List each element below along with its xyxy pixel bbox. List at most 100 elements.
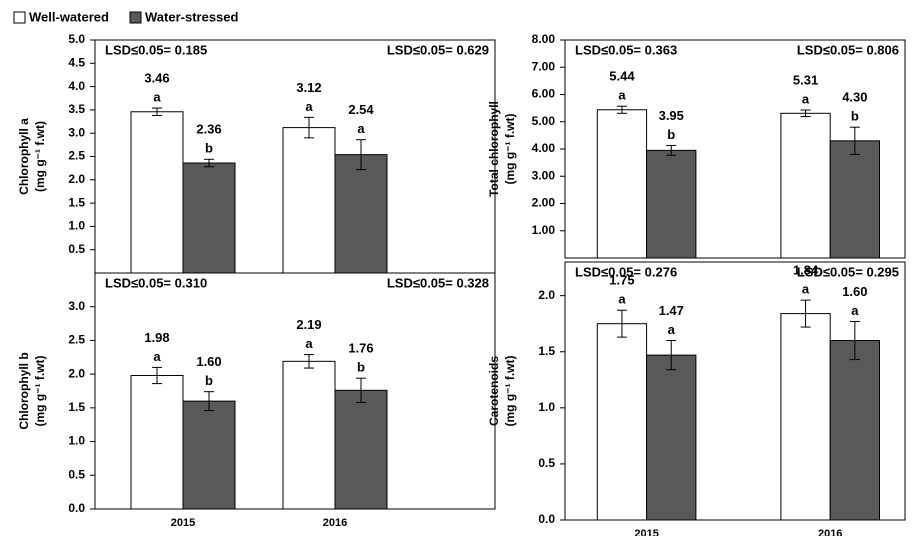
y-tick-label: 1.5: [538, 344, 555, 358]
x-tick-label: 2015: [634, 528, 658, 536]
y-tick-label: 1.5: [68, 195, 85, 209]
y-tick-label: 1.5: [68, 400, 85, 414]
lsd-annotation: LSD≤0.05= 0.185: [105, 42, 207, 57]
significance-letter: b: [205, 141, 213, 156]
data-label: 1.60: [196, 354, 221, 369]
significance-letter: a: [305, 99, 313, 114]
significance-letter: b: [357, 360, 365, 375]
data-label: 3.12: [296, 80, 321, 95]
bar: [182, 400, 236, 510]
data-label: 5.44: [609, 69, 635, 84]
y-tick-label: 1.00: [532, 223, 556, 237]
y-axis-label-line: Chlorophyll a: [17, 118, 31, 195]
y-tick-label: 7.00: [532, 59, 556, 73]
significance-letter: a: [802, 91, 810, 106]
bar: [182, 162, 236, 274]
y-tick-label: 3.5: [68, 102, 85, 116]
lsd-annotation: LSD≤0.05= 0.295: [797, 264, 899, 279]
lsd-annotation: LSD≤0.05= 0.363: [575, 42, 677, 57]
lsd-annotation: LSD≤0.05= 0.328: [387, 275, 489, 290]
bar: [829, 340, 881, 521]
data-label: 1.60: [842, 284, 867, 299]
data-label: 1.84: [793, 263, 819, 278]
significance-letter: a: [618, 88, 626, 103]
y-tick-label: 2.5: [68, 149, 85, 163]
plot-frame: [564, 261, 906, 521]
y-tick-label: 1.0: [68, 219, 85, 233]
y-tick-label: 4.5: [68, 55, 85, 69]
data-label: 2.36: [196, 122, 221, 137]
y-tick-label: 2.0: [68, 172, 85, 186]
bar: [646, 149, 697, 259]
bar: [130, 111, 184, 274]
data-label: 3.46: [144, 70, 169, 85]
y-tick-label: 0.0: [538, 512, 555, 526]
y-tick-label: 2.0: [538, 288, 555, 302]
lsd-annotation: LSD≤0.05= 0.310: [105, 275, 207, 290]
significance-letter: a: [153, 349, 161, 364]
y-axis-label: Carotenoids (mg g⁻¹ f.wt): [487, 356, 517, 427]
y-axis-label: Chlorophyll b (mg g⁻¹ f.wt): [17, 352, 47, 429]
y-tick-label: 0.5: [68, 242, 85, 256]
data-label: 3.95: [659, 108, 684, 123]
bar: [282, 360, 336, 510]
data-label: 2.19: [296, 317, 321, 332]
y-axis-label-line: (mg g⁻¹ f.wt): [503, 114, 517, 185]
x-tick-label: 2016: [323, 517, 347, 529]
y-axis-label-line: Total chlorophyll: [487, 101, 501, 197]
data-label: 4.30: [842, 90, 867, 105]
data-label: 5.31: [793, 72, 818, 87]
legend-swatch: [129, 11, 142, 24]
y-axis-label-line: (mg g⁻¹ f.wt): [503, 356, 517, 427]
legend-label: Water-stressed: [145, 9, 239, 24]
significance-letter: b: [851, 109, 859, 124]
bar: [780, 313, 831, 521]
y-tick-label: 2.0: [68, 366, 85, 380]
y-axis-label: Total chlorophyll (mg g⁻¹ f.wt): [487, 101, 517, 197]
x-tick-label: 2015: [171, 517, 195, 529]
y-axis-label: Chlorophyll a (mg g⁻¹ f.wt): [17, 118, 47, 195]
significance-letter: a: [305, 336, 313, 351]
data-label: 1.47: [659, 303, 684, 318]
y-tick-label: 1.0: [538, 400, 555, 414]
significance-letter: a: [357, 121, 365, 136]
data-label: 1.76: [348, 341, 373, 356]
y-axis-label-line: Carotenoids: [487, 356, 501, 426]
y-axis-label-line: (mg g⁻¹ f.wt): [33, 121, 47, 192]
legend-label: Well-watered: [29, 9, 109, 24]
lsd-annotation: LSD≤0.05= 0.276: [575, 264, 677, 279]
y-tick-label: 0.5: [68, 467, 85, 481]
significance-letter: b: [667, 127, 675, 142]
y-tick-label: 0.0: [68, 501, 85, 515]
significance-letter: b: [205, 373, 213, 388]
y-tick-label: 3.0: [68, 299, 85, 313]
y-tick-label: 0.5: [538, 456, 555, 470]
bar: [596, 109, 648, 259]
y-tick-label: 4.0: [68, 79, 85, 93]
bar: [334, 154, 388, 274]
significance-letter: a: [802, 282, 810, 297]
y-tick-label: 5.00: [532, 114, 556, 128]
y-tick-label: 2.00: [532, 196, 556, 210]
y-axis-label-line: Chlorophyll b: [17, 352, 31, 429]
y-axis-label-line: (mg g⁻¹ f.wt): [33, 356, 47, 427]
data-label: 2.54: [348, 102, 374, 117]
y-tick-label: 2.5: [68, 333, 85, 347]
y-tick-label: 4.00: [532, 141, 556, 155]
y-tick-label: 5.0: [68, 32, 85, 46]
lsd-annotation: LSD≤0.05= 0.806: [797, 42, 899, 57]
data-label: 1.98: [144, 330, 169, 345]
x-tick-label: 2016: [818, 528, 842, 536]
bar: [130, 374, 184, 510]
significance-letter: a: [851, 303, 859, 318]
bar: [596, 323, 648, 521]
data-label: 1.75: [609, 273, 634, 288]
y-tick-label: 3.0: [68, 125, 85, 139]
y-tick-label: 8.00: [532, 32, 556, 46]
bar: [282, 127, 336, 274]
significance-letter: a: [153, 89, 161, 104]
bar: [334, 389, 388, 510]
y-tick-label: 6.00: [532, 87, 556, 101]
significance-letter: a: [618, 292, 626, 307]
